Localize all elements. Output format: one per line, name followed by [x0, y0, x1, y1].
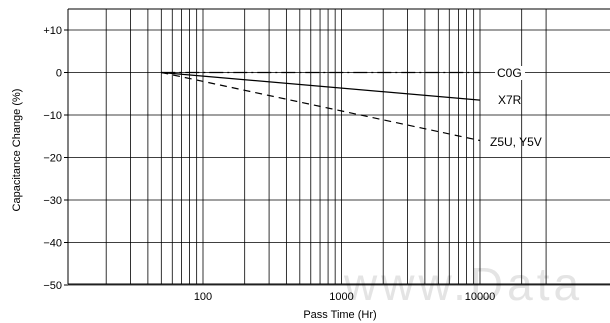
- series-label-1: X7R: [498, 93, 522, 107]
- y-tick-label: 0: [56, 68, 62, 80]
- series-label-2: Z5U, Y5V: [490, 135, 542, 149]
- chart-grid: [64, 9, 610, 286]
- series-line-1: [161, 71, 481, 101]
- y-tick-label: +10: [43, 25, 62, 37]
- y-tick-label: −10: [43, 110, 62, 122]
- series-label-bg: [495, 66, 525, 80]
- y-tick-label: −50: [43, 280, 62, 292]
- x-tick-labels: 100 1000 10000: [194, 291, 495, 303]
- series-layer: [161, 71, 481, 142]
- series-label-0: C0G: [497, 66, 522, 80]
- y-tick-label: −40: [43, 238, 62, 250]
- y-tick-label: −30: [43, 195, 62, 207]
- y-axis-title: Capacitance Change (%): [11, 89, 23, 212]
- y-tick-labels: +10 0 −10 −20 −30 −40 −50: [43, 25, 62, 292]
- x-tick-label: 100: [194, 291, 212, 303]
- x-tick-label: 1000: [329, 291, 353, 303]
- y-tick-label: −20: [43, 153, 62, 165]
- x-axis-title: Pass Time (Hr): [303, 309, 376, 321]
- series-labels: C0G X7R Z5U, Y5V: [490, 66, 542, 149]
- plot-frame: [67, 8, 610, 285]
- x-tick-label: 10000: [465, 291, 496, 303]
- series-line-2: [161, 71, 481, 142]
